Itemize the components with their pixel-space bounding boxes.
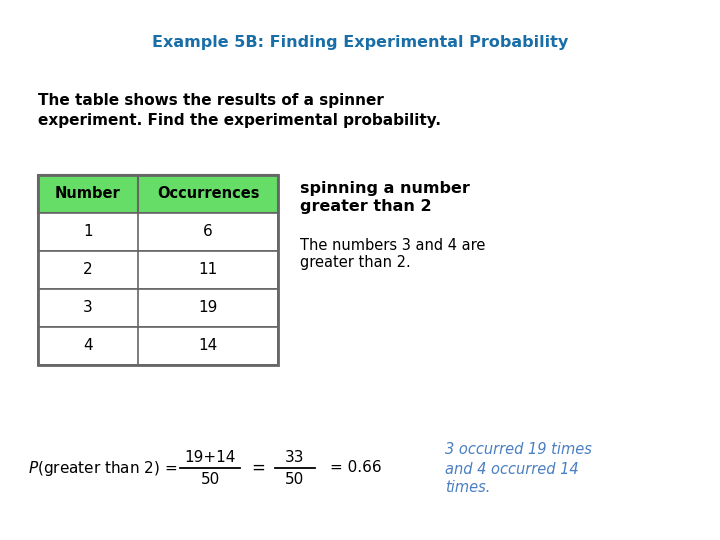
Text: 14: 14 [199, 339, 217, 354]
FancyBboxPatch shape [38, 289, 278, 327]
Text: 2: 2 [84, 262, 93, 278]
FancyBboxPatch shape [38, 175, 278, 213]
Text: = 0.66: = 0.66 [330, 461, 382, 476]
Text: 50: 50 [285, 471, 305, 487]
Text: The table shows the results of a spinner: The table shows the results of a spinner [38, 92, 384, 107]
Text: spinning a number: spinning a number [300, 181, 470, 197]
Text: 3: 3 [83, 300, 93, 315]
Text: 11: 11 [199, 262, 217, 278]
FancyBboxPatch shape [38, 213, 278, 251]
Text: 50: 50 [200, 471, 220, 487]
Text: Example 5B: Finding Experimental Probability: Example 5B: Finding Experimental Probabi… [152, 35, 568, 50]
Text: 19+14: 19+14 [184, 449, 235, 464]
Text: 33: 33 [285, 449, 305, 464]
Text: =: = [251, 459, 265, 477]
Text: 3 occurred 19 times: 3 occurred 19 times [445, 442, 592, 457]
Text: Occurrences: Occurrences [157, 186, 259, 201]
FancyBboxPatch shape [38, 327, 278, 365]
Text: greater than 2: greater than 2 [300, 199, 431, 214]
Text: greater than 2.: greater than 2. [300, 255, 410, 271]
FancyBboxPatch shape [38, 251, 278, 289]
Text: The numbers 3 and 4 are: The numbers 3 and 4 are [300, 238, 485, 253]
Text: experiment. Find the experimental probability.: experiment. Find the experimental probab… [38, 112, 441, 127]
Text: 4: 4 [84, 339, 93, 354]
Text: 6: 6 [203, 225, 213, 240]
Text: Number: Number [55, 186, 121, 201]
Text: times.: times. [445, 481, 490, 496]
Text: 19: 19 [198, 300, 217, 315]
Text: and 4 occurred 14: and 4 occurred 14 [445, 462, 579, 476]
Text: $P$(greater than 2) =: $P$(greater than 2) = [28, 458, 177, 477]
Text: 1: 1 [84, 225, 93, 240]
